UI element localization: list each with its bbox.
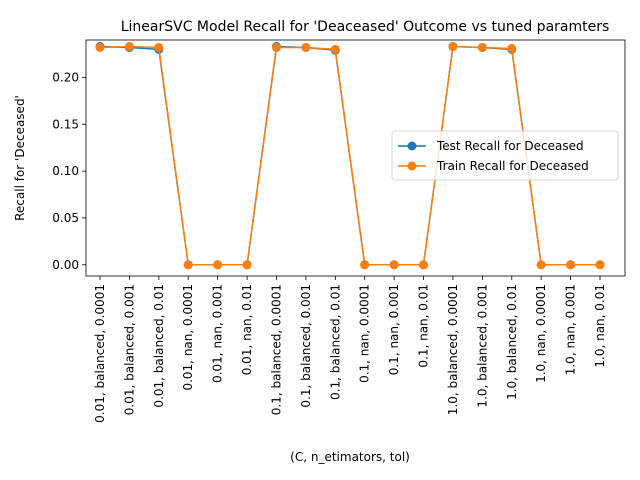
x-axis: 0.01, balanced, 0.0001 0.01, balanced, 0.… xyxy=(93,276,607,423)
y-tick-label: 0.10 xyxy=(52,164,79,178)
legend-frame xyxy=(391,130,619,181)
x-tick-label: 0.1, nan, 0.001 xyxy=(387,284,401,375)
x-tick-label: 1.0, balanced, 0.0001 xyxy=(446,284,460,415)
data-point xyxy=(213,260,223,270)
data-point xyxy=(242,260,252,270)
y-tick-label: 0.20 xyxy=(52,70,79,84)
x-tick-label: 1.0, nan, 0.001 xyxy=(564,284,578,375)
plot-frame xyxy=(85,39,626,277)
x-tick-label: 1.0, nan, 0.01 xyxy=(593,284,607,368)
x-tick-label: 1.0, nan, 0.0001 xyxy=(534,284,548,383)
data-point xyxy=(536,260,546,270)
legend: Test Recall for Deceased Train Recall for… xyxy=(391,130,619,181)
data-point xyxy=(595,260,605,270)
data-point xyxy=(389,260,399,270)
legend-marker xyxy=(407,161,417,171)
y-tick-label: 0.15 xyxy=(52,117,79,131)
y-tick-label: 0.00 xyxy=(52,258,79,272)
x-tick-label: 0.1, balanced, 0.0001 xyxy=(269,284,283,415)
data-point xyxy=(566,260,576,270)
legend-label: Train Recall for Deceased xyxy=(436,159,589,173)
y-tick-label: 0.05 xyxy=(52,211,79,225)
data-point xyxy=(95,42,105,52)
x-tick-label: 0.1, nan, 0.0001 xyxy=(358,284,372,383)
x-tick-label: 1.0, balanced, 0.01 xyxy=(505,284,519,400)
x-tick-label: 0.01, balanced, 0.001 xyxy=(122,284,136,415)
x-axis-label: (C, n_etimators, tol) xyxy=(290,450,410,464)
legend-label: Test Recall for Deceased xyxy=(436,139,584,153)
x-tick-label: 0.01, balanced, 0.0001 xyxy=(93,284,107,423)
data-point xyxy=(330,44,340,54)
x-tick-label: 0.01, nan, 0.001 xyxy=(211,284,225,383)
data-point xyxy=(448,42,458,52)
x-tick-label: 1.0, balanced, 0.001 xyxy=(475,284,489,408)
y-axis-label: Recall for 'Deceased' xyxy=(13,95,27,221)
series-2 xyxy=(95,42,605,270)
data-point xyxy=(124,42,134,52)
data-point xyxy=(507,43,517,53)
legend-item: Train Recall for Deceased xyxy=(398,159,589,173)
x-tick-label: 0.1, balanced, 0.001 xyxy=(299,284,313,408)
chart-title: LinearSVC Model Recall for 'Deaceased' O… xyxy=(121,19,610,35)
x-tick-label: 0.01, nan, 0.01 xyxy=(240,284,254,375)
legend-marker xyxy=(407,141,417,151)
data-point xyxy=(154,42,164,52)
data-point xyxy=(301,42,311,52)
data-point xyxy=(360,260,370,270)
plot-area xyxy=(85,39,626,277)
legend-item: Test Recall for Deceased xyxy=(398,139,584,153)
x-tick-label: 0.01, balanced, 0.01 xyxy=(152,284,166,408)
data-point xyxy=(271,42,281,52)
x-tick-label: 0.01, nan, 0.0001 xyxy=(181,284,195,391)
y-axis: 0.00 0.05 0.10 0.15 0.20 xyxy=(52,70,86,272)
x-tick-label: 0.1, nan, 0.01 xyxy=(417,284,431,368)
series-line xyxy=(99,45,600,266)
data-point xyxy=(183,260,193,270)
x-tick-label: 0.1, balanced, 0.01 xyxy=(328,284,342,400)
data-point xyxy=(477,42,487,52)
data-point xyxy=(419,260,429,270)
series-layer xyxy=(95,42,605,270)
